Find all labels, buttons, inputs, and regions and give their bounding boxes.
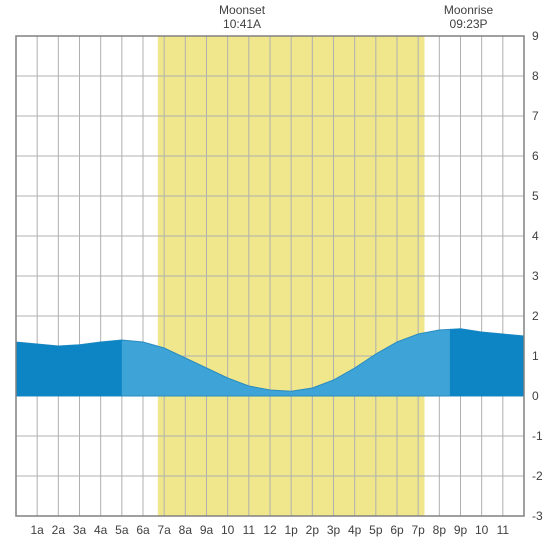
x-tick-label: 10	[221, 523, 235, 537]
x-tick-label: 8p	[433, 523, 447, 537]
x-tick-label: 3p	[327, 523, 341, 537]
chart-svg: -3-2-101234567891a2a3a4a5a6a7a8a9a101112…	[0, 0, 550, 550]
x-tick-label: 8a	[179, 523, 193, 537]
x-tick-label: 3a	[73, 523, 87, 537]
x-tick-label: 9p	[454, 523, 468, 537]
grid	[16, 36, 524, 516]
x-tick-label: 11	[243, 523, 256, 537]
y-tick-label: -3	[532, 509, 543, 523]
y-tick-label: 6	[532, 149, 539, 163]
y-tick-label: 5	[532, 189, 539, 203]
y-tick-label: 8	[532, 69, 539, 83]
y-tick-label: 3	[532, 269, 539, 283]
moonrise-label: Moonrise	[444, 3, 494, 17]
x-tick-label: 10	[475, 523, 489, 537]
x-tick-label: 5a	[115, 523, 129, 537]
x-tick-label: 6a	[136, 523, 150, 537]
x-tick-label: 7a	[157, 523, 171, 537]
x-tick-label: 1a	[30, 523, 44, 537]
y-tick-label: 0	[532, 389, 539, 403]
y-tick-label: 7	[532, 109, 539, 123]
y-tick-label: 9	[532, 29, 539, 43]
moonset-time: 10:41A	[223, 17, 261, 31]
x-tick-label: 5p	[369, 523, 383, 537]
x-tick-label: 4p	[348, 523, 362, 537]
y-tick-label: 1	[532, 349, 539, 363]
y-tick-label: 4	[532, 229, 539, 243]
x-tick-label: 2p	[306, 523, 320, 537]
y-tick-label: 2	[532, 309, 539, 323]
tide-chart: -3-2-101234567891a2a3a4a5a6a7a8a9a101112…	[0, 0, 550, 550]
x-tick-label: 7p	[411, 523, 425, 537]
x-tick-label: 12	[263, 523, 277, 537]
night-overlay	[450, 329, 524, 396]
x-tick-label: 9a	[200, 523, 214, 537]
x-tick-label: 11	[497, 523, 510, 537]
y-tick-label: -1	[532, 429, 543, 443]
x-tick-label: 4a	[94, 523, 108, 537]
moonrise-time: 09:23P	[450, 17, 488, 31]
night-overlay	[16, 340, 122, 396]
moonset-label: Moonset	[219, 3, 266, 17]
x-tick-label: 2a	[52, 523, 66, 537]
y-tick-label: -2	[532, 469, 543, 483]
x-tick-label: 1p	[284, 523, 298, 537]
x-tick-label: 6p	[390, 523, 404, 537]
